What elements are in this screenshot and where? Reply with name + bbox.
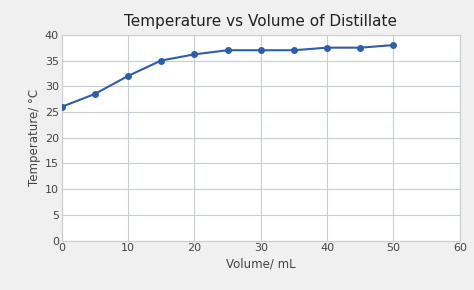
Y-axis label: Temperature/ °C: Temperature/ °C (27, 89, 41, 186)
X-axis label: Volume/ mL: Volume/ mL (226, 258, 295, 271)
Title: Temperature vs Volume of Distillate: Temperature vs Volume of Distillate (124, 14, 397, 30)
